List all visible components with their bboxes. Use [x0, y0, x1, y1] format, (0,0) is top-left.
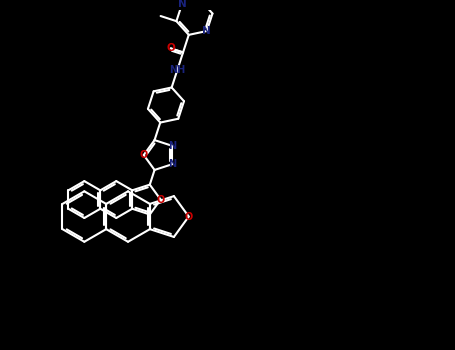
Text: O: O [140, 150, 148, 160]
Text: O: O [167, 43, 175, 54]
Text: NH: NH [169, 65, 186, 75]
Text: N: N [168, 159, 176, 169]
Text: N: N [202, 26, 211, 36]
Text: N: N [178, 0, 187, 9]
Text: O: O [157, 195, 165, 204]
Text: O: O [185, 211, 193, 222]
Text: N: N [168, 141, 176, 151]
